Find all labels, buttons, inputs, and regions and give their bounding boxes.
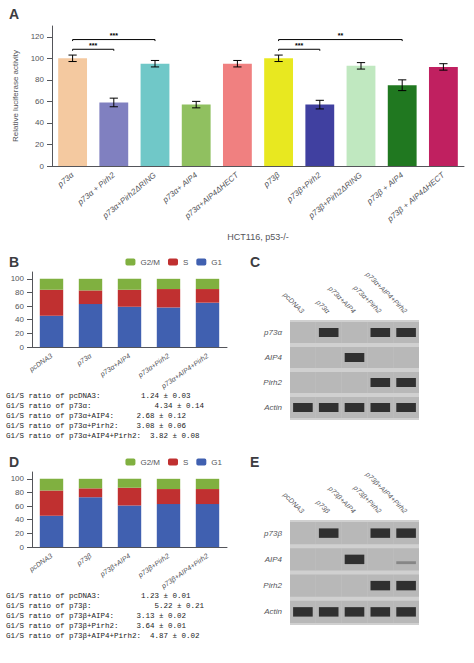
svg-text:80: 80 — [15, 288, 24, 297]
svg-text:100: 100 — [11, 474, 25, 483]
svg-text:p73β+Pirh2: p73β+Pirh2 — [352, 484, 383, 515]
svg-text:AIP4: AIP4 — [264, 353, 283, 362]
svg-text:p73α+AIP4+Pirh2: p73α+AIP4+Pirh2 — [159, 352, 210, 391]
svg-text:p73α+AIP4ΔHECT: p73α+AIP4ΔHECT — [182, 170, 241, 221]
svg-text:120: 120 — [31, 32, 45, 41]
svg-text:***: *** — [295, 42, 303, 49]
svg-text:60: 60 — [35, 97, 44, 106]
svg-text:60: 60 — [15, 302, 24, 311]
svg-text:G2/M: G2/M — [140, 258, 160, 267]
svg-text:S: S — [183, 458, 188, 467]
svg-text:0: 0 — [20, 343, 25, 352]
svg-text:p73α+Pirh2: p73α+Pirh2 — [352, 284, 383, 315]
svg-text:S: S — [183, 258, 188, 267]
svg-text:p73β+AIP4+Pirh2: p73β+AIP4+Pirh2 — [363, 470, 409, 516]
svg-text:G1/S ratio of p73β+Pirh2: 3: G1/S ratio of p73β+Pirh2: 3.64 ± 0.01 — [6, 622, 187, 630]
svg-text:G1/S ratio of p73α+AIP4: 2: G1/S ratio of p73α+AIP4: 2.68 ± 0.12 — [6, 412, 186, 420]
svg-text:AIP4: AIP4 — [264, 555, 283, 564]
svg-text:p73α+AIP4: p73α+AIP4 — [327, 284, 357, 315]
svg-text:***: *** — [110, 32, 118, 39]
svg-text:p73β: p73β — [314, 498, 331, 515]
svg-text:p73β+Pirh2ΔRING: p73β+Pirh2ΔRING — [306, 171, 364, 221]
svg-text:p73α: p73α — [55, 170, 76, 189]
svg-text:E: E — [250, 454, 259, 470]
svg-text:p73α+Pirh2ΔRING: p73α+Pirh2ΔRING — [100, 171, 158, 221]
svg-text:p73α+ AIP4: p73α+ AIP4 — [160, 170, 199, 205]
svg-text:0: 0 — [40, 162, 45, 171]
svg-text:60: 60 — [15, 502, 24, 511]
svg-text:G1/S ratio of pcDNA3:: G1/S ratio of pcDNA3: 1.24 ± 0.03 — [6, 392, 191, 400]
svg-text:HCT116, p53-/-: HCT116, p53-/- — [227, 232, 288, 242]
svg-text:p73β+Pirh2: p73β+Pirh2 — [285, 170, 324, 204]
svg-text:G1: G1 — [211, 258, 222, 267]
svg-text:pcDNA3: pcDNA3 — [27, 352, 54, 374]
svg-text:***: *** — [89, 42, 97, 49]
svg-text:G1/S ratio of p73β+AIP4: 3: G1/S ratio of p73β+AIP4: 3.13 ± 0.02 — [6, 612, 186, 620]
svg-text:G1/S ratio of p73α:: G1/S ratio of p73α: 4.34 ± 0.14 — [6, 402, 205, 410]
svg-text:p73α: p73α — [314, 298, 332, 316]
svg-text:pcDNA3: pcDNA3 — [27, 552, 54, 574]
svg-text:0: 0 — [20, 543, 25, 552]
svg-text:p73β: p73β — [75, 552, 93, 568]
svg-text:100: 100 — [11, 274, 25, 283]
svg-text:p73α + Pirh2: p73α + Pirh2 — [75, 170, 117, 207]
svg-text:20: 20 — [35, 140, 44, 149]
svg-text:p73β: p73β — [261, 170, 282, 189]
svg-text:**: ** — [338, 32, 344, 39]
svg-text:Actin: Actin — [263, 607, 282, 616]
svg-text:80: 80 — [35, 75, 44, 84]
svg-text:G1/S ratio of p73α+Pirh2: 3: G1/S ratio of p73α+Pirh2: 3.08 ± 0.06 — [6, 422, 187, 430]
svg-text:G2/M: G2/M — [140, 458, 160, 467]
svg-text:G1/S ratio of p73α+AIP4+Pirh2:: G1/S ratio of p73α+AIP4+Pirh2: 3.82 ± 0.… — [6, 432, 200, 440]
svg-text:p73β+AIP4: p73β+AIP4 — [327, 484, 357, 515]
svg-text:Pirh2: Pirh2 — [263, 378, 282, 387]
svg-text:100: 100 — [31, 54, 45, 63]
svg-text:20: 20 — [15, 329, 24, 338]
svg-text:20: 20 — [15, 529, 24, 538]
svg-text:Relative luciferase activity: Relative luciferase activity — [11, 50, 20, 142]
svg-text:C: C — [250, 254, 260, 270]
svg-text:p73α: p73α — [263, 328, 282, 337]
svg-text:p73β: p73β — [263, 529, 282, 538]
svg-text:G1/S ratio of p73β:: G1/S ratio of p73β: 5.22 ± 0.21 — [6, 602, 205, 610]
svg-text:p73β + AIP4ΔHECT: p73β + AIP4ΔHECT — [385, 170, 447, 224]
svg-text:40: 40 — [15, 515, 24, 524]
svg-text:p73β+AIP4: p73β+AIP4 — [98, 552, 132, 579]
svg-text:pcDNA3: pcDNA3 — [281, 290, 306, 315]
svg-text:p73β+AIP4+Pirh2: p73β+AIP4+Pirh2 — [159, 552, 210, 591]
svg-text:p73α: p73α — [75, 352, 94, 369]
svg-text:Actin: Actin — [263, 403, 282, 412]
svg-text:A: A — [9, 6, 19, 22]
svg-text:Pirh2: Pirh2 — [263, 581, 282, 590]
svg-text:p73α+AIP4+Pirh2: p73α+AIP4+Pirh2 — [363, 270, 409, 316]
svg-text:G1/S ratio of p73β+AIP4+Pirh2:: G1/S ratio of p73β+AIP4+Pirh2: 4.87 ± 0.… — [6, 632, 200, 640]
svg-text:D: D — [9, 454, 19, 470]
svg-text:40: 40 — [15, 315, 24, 324]
svg-text:40: 40 — [35, 118, 44, 127]
svg-text:p73α+Pirh2: p73α+Pirh2 — [136, 352, 171, 380]
svg-text:p73α+AIP4: p73α+AIP4 — [98, 352, 132, 379]
svg-text:pcDNA3: pcDNA3 — [281, 490, 306, 515]
svg-text:80: 80 — [15, 488, 24, 497]
svg-text:p73β+Pirh2: p73β+Pirh2 — [136, 552, 171, 580]
svg-text:G1: G1 — [211, 458, 222, 467]
svg-text:G1/S ratio of pcDNA3:: G1/S ratio of pcDNA3: 1.23 ± 0.01 — [6, 592, 191, 600]
svg-text:B: B — [9, 254, 19, 270]
svg-text:p73β + AIP4: p73β + AIP4 — [365, 170, 406, 206]
